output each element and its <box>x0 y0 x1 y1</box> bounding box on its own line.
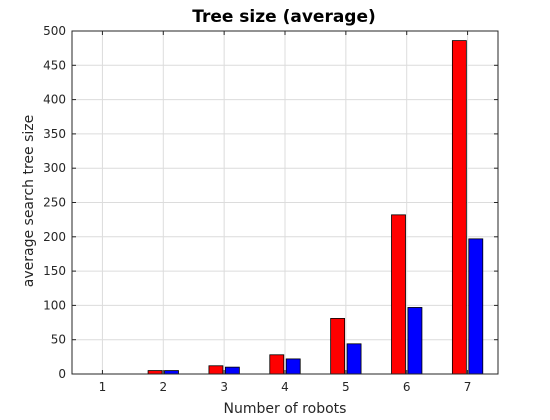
y-tick-label: 300 <box>43 161 66 175</box>
y-tick-label: 500 <box>43 24 66 38</box>
x-tick-label: 3 <box>220 380 228 394</box>
y-tick-label: 50 <box>51 333 66 347</box>
bar-series-2-7 <box>468 238 484 375</box>
y-tick-label: 450 <box>43 58 66 72</box>
bars <box>147 40 484 375</box>
bar-series-2-4 <box>285 358 301 375</box>
y-tick-label: 250 <box>43 196 66 210</box>
bar-series-2-6 <box>407 307 423 375</box>
bar-series-1-4 <box>269 354 285 375</box>
x-tick-label: 1 <box>99 380 107 394</box>
x-tick-label: 7 <box>464 380 472 394</box>
x-tick-labels: 1 2 3 4 5 6 7 <box>99 380 472 394</box>
chart-title: Tree size (average) <box>192 7 376 27</box>
x-tick-label: 4 <box>281 380 289 394</box>
bar-series-1-7 <box>451 40 467 375</box>
bar-series-2-3 <box>224 366 240 375</box>
y-tick-label: 100 <box>43 298 66 312</box>
axis-ticks <box>72 30 498 375</box>
y-tick-label: 150 <box>43 264 66 278</box>
y-tick-label: 350 <box>43 127 66 141</box>
bar-series-1-2 <box>147 370 163 375</box>
bar-series-1-3 <box>208 365 224 375</box>
x-tick-label: 5 <box>342 380 350 394</box>
bar-series-2-2 <box>164 370 179 375</box>
y-tick-label: 400 <box>43 93 66 107</box>
y-axis-label: average search tree size <box>21 115 37 287</box>
grid-lines <box>72 30 498 375</box>
bar-series-2-5 <box>346 343 362 375</box>
y-tick-label: 0 <box>58 367 66 381</box>
bar-series-1-5 <box>330 318 346 375</box>
x-axis-label: Number of robots <box>224 401 347 417</box>
x-tick-label: 2 <box>159 380 167 394</box>
x-tick-label: 6 <box>403 380 411 394</box>
y-tick-label: 200 <box>43 230 66 244</box>
y-tick-labels: 0 50 100 150 200 250 300 350 400 450 500 <box>43 24 66 381</box>
bar-series-1-6 <box>391 214 406 375</box>
